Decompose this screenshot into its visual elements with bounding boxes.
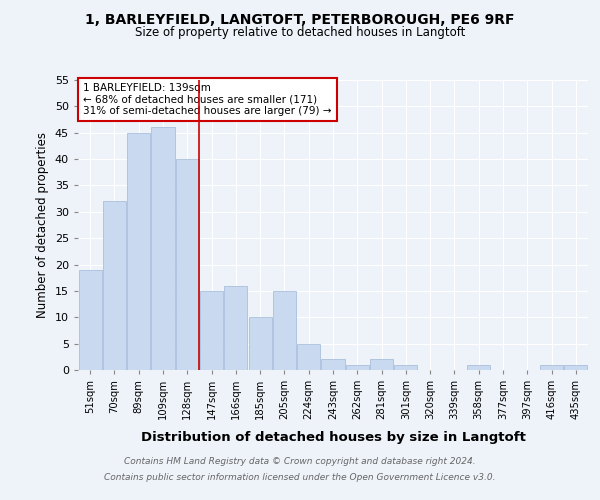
Bar (273, 291, 296, 370)
X-axis label: Distribution of detached houses by size in Langtoft: Distribution of detached houses by size … (140, 430, 526, 444)
Bar (467, 364, 490, 370)
Text: Size of property relative to detached houses in Langtoft: Size of property relative to detached ho… (135, 26, 465, 39)
Bar (224, 286, 247, 370)
Text: Contains public sector information licensed under the Open Government Licence v3: Contains public sector information licen… (104, 472, 496, 482)
Bar (540, 364, 563, 370)
Bar (79, 270, 101, 370)
Text: 1 BARLEYFIELD: 139sqm
← 68% of detached houses are smaller (171)
31% of semi-det: 1 BARLEYFIELD: 139sqm ← 68% of detached … (83, 83, 332, 116)
Bar (394, 364, 418, 370)
Bar (346, 364, 369, 370)
Bar (127, 132, 150, 370)
Bar (370, 360, 393, 370)
Text: 1, BARLEYFIELD, LANGTOFT, PETERBOROUGH, PE6 9RF: 1, BARLEYFIELD, LANGTOFT, PETERBOROUGH, … (85, 12, 515, 26)
Bar (565, 364, 587, 370)
Bar (176, 159, 199, 370)
Text: Contains HM Land Registry data © Crown copyright and database right 2024.: Contains HM Land Registry data © Crown c… (124, 458, 476, 466)
Bar (248, 318, 272, 370)
Y-axis label: Number of detached properties: Number of detached properties (36, 132, 49, 318)
Bar (151, 128, 175, 370)
Bar (297, 344, 320, 370)
Bar (322, 360, 344, 370)
Bar (103, 202, 126, 370)
Bar (200, 291, 223, 370)
